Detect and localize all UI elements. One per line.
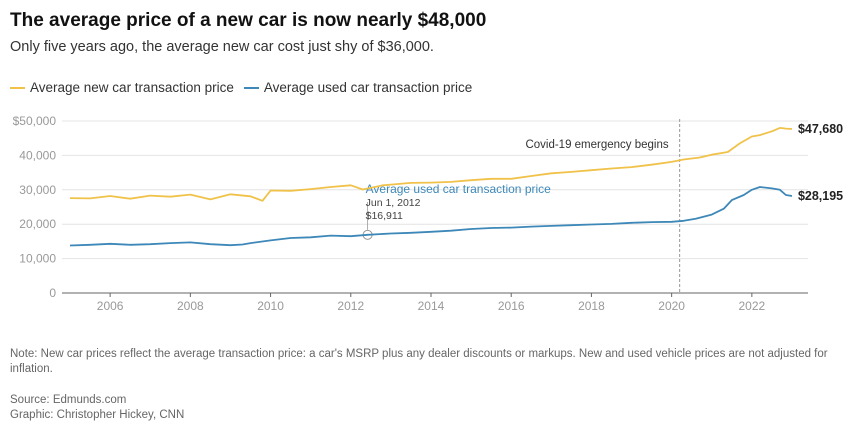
series-end-labels: $47,680 $28,195	[798, 122, 843, 203]
y-tick-label: 0	[49, 286, 56, 300]
tooltip-value: $16,911	[366, 210, 403, 222]
legend-label-new: Average new car transaction price	[30, 80, 234, 95]
tooltip-date: Jun 1, 2012	[366, 197, 421, 209]
legend-swatch-new	[10, 86, 25, 89]
y-tick-label: 30,000	[19, 183, 56, 197]
credit-line: Graphic: Christopher Hickey, CNN	[10, 409, 185, 421]
x-tick-label: 2012	[337, 299, 364, 313]
x-tick-label: 2022	[738, 299, 765, 313]
used-car-end-label: $28,195	[798, 189, 843, 203]
legend-item-new[interactable]: Average new car transaction price	[10, 80, 234, 95]
y-axis: 0 10,000 20,000 30,000 40,000 $50,000	[13, 114, 57, 300]
x-tick-label: 2006	[97, 299, 124, 313]
y-tick-label: 10,000	[19, 252, 56, 266]
legend-swatch-used	[243, 86, 259, 89]
series-lines	[69, 127, 793, 247]
legend-label-used: Average used car transaction price	[263, 80, 473, 95]
y-tick-label: 40,000	[19, 148, 56, 162]
x-tick-label: 2018	[578, 299, 605, 313]
used-car-price-line	[69, 186, 793, 247]
covid-marker-label: Covid-19 emergency begins	[525, 139, 668, 151]
chart-subtitle: Only five years ago, the average new car…	[10, 39, 434, 55]
new-car-end-label: $47,680	[798, 122, 843, 136]
x-tick-label: 2010	[257, 299, 284, 313]
gridlines	[62, 120, 808, 294]
x-axis: 2006 2008 2010 2012 2014 2016 2018 2020 2022	[97, 293, 766, 313]
annotations: Covid-19 emergency begins Average used ca…	[362, 119, 681, 293]
x-tick-label: 2008	[177, 299, 204, 313]
x-tick-label: 2020	[658, 299, 685, 313]
chart-legend: Average new car transaction price Averag…	[10, 80, 482, 95]
source-credit: Source: Edmunds.com Graphic: Christopher…	[10, 393, 184, 423]
chart-title: The average price of a new car is now ne…	[10, 10, 487, 31]
footnote: Note: New car prices reflect the average…	[10, 348, 828, 375]
source-line: Source: Edmunds.com	[10, 394, 127, 406]
tooltip-series-label: Average used car transaction price	[366, 182, 552, 196]
x-tick-label: 2016	[498, 299, 525, 313]
legend-item-used[interactable]: Average used car transaction price	[243, 80, 473, 95]
y-tick-label: $50,000	[13, 114, 57, 128]
y-tick-label: 20,000	[19, 217, 56, 231]
new-car-price-line	[69, 127, 793, 202]
x-tick-label: 2014	[418, 299, 445, 313]
